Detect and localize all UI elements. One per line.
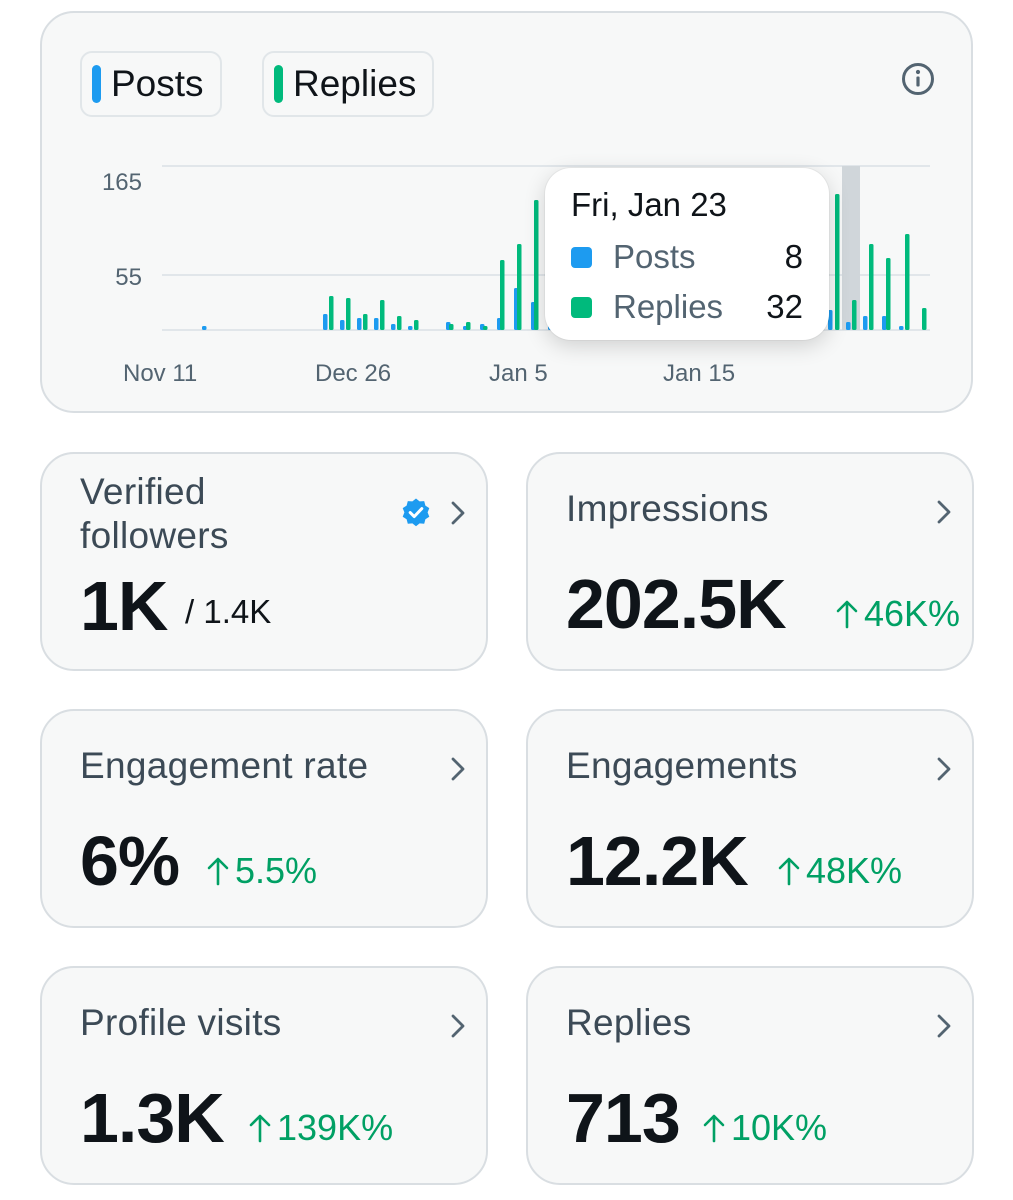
replies-delta: 10K%	[703, 1107, 827, 1149]
posts-bar	[391, 324, 396, 330]
tooltip-replies-value: 32	[766, 288, 803, 325]
x-tick-label: Jan 5	[489, 360, 548, 387]
hover-band	[842, 166, 860, 330]
engagements-delta-value: 48K%	[806, 850, 903, 891]
engagement-rate-title: Engagement rate	[80, 745, 369, 786]
replies-bar	[483, 326, 488, 330]
chevron-right-icon[interactable]	[934, 498, 954, 526]
chevron-right-icon[interactable]	[934, 755, 954, 783]
replies-title: Replies	[566, 1002, 692, 1043]
replies-bar	[466, 322, 471, 330]
replies-color-swatch	[274, 65, 283, 103]
arrow-up-icon	[836, 600, 858, 629]
x-tick-label: Jan 15	[663, 360, 735, 387]
engagement-rate-delta: 5.5%	[207, 850, 317, 892]
engagements-title: Engagements	[566, 745, 798, 786]
posts-bar	[323, 314, 328, 330]
impressions-value: 202.5K	[566, 565, 787, 643]
replies-bar	[922, 308, 927, 330]
replies-delta-value: 10K%	[731, 1107, 828, 1148]
chevron-right-icon[interactable]	[934, 1012, 954, 1040]
posts-color-swatch	[92, 65, 101, 103]
replies-bar	[380, 300, 385, 330]
info-circle-icon[interactable]	[900, 61, 936, 97]
replies-bar	[500, 260, 505, 330]
posts-bar	[340, 320, 345, 330]
bar-chart: 165 55 Nov 11 Dec 26 Jan 5 Jan 15	[102, 165, 930, 387]
engagement-rate-value: 6%	[80, 822, 180, 900]
verified-badge-icon	[402, 498, 430, 527]
replies-bar	[835, 194, 840, 330]
replies-bar	[329, 296, 334, 330]
posts-bar	[374, 318, 379, 330]
tooltip-row-replies: Replies 32	[571, 288, 803, 328]
x-tick-label: Dec 26	[315, 360, 391, 387]
replies-bar	[363, 314, 368, 330]
engagements-card[interactable]: Engagements 12.2K 48K%	[526, 709, 974, 928]
posts-bar	[863, 316, 868, 330]
replies-bar	[397, 316, 402, 330]
verified-followers-card[interactable]: Verified followers 1K / 1.4K	[40, 452, 488, 671]
verified-followers-total: / 1.4K	[185, 593, 272, 630]
legend-replies-toggle[interactable]: Replies	[262, 51, 434, 117]
profile-visits-value: 1.3K	[80, 1079, 225, 1157]
posts-bar	[357, 318, 362, 330]
replies-card[interactable]: Replies 713 10K%	[526, 966, 974, 1185]
activity-chart-card: Posts Replies 165 55 Nov 11 Dec 26 Jan 5 Jan…	[40, 11, 973, 413]
arrow-up-icon	[207, 857, 229, 886]
verified-followers-value: 1K	[80, 567, 168, 645]
posts-bar	[828, 310, 833, 330]
legend-replies-label: Replies	[293, 63, 417, 104]
y-tick-label: 55	[115, 264, 142, 291]
arrow-up-icon	[703, 1114, 725, 1143]
impressions-delta-value: 46K%	[864, 593, 961, 634]
tooltip-posts-swatch	[571, 247, 592, 268]
tooltip-replies-label: Replies	[613, 288, 724, 325]
profile-visits-title: Profile visits	[80, 1002, 282, 1043]
replies-bar	[449, 324, 454, 330]
y-tick-label: 165	[102, 169, 142, 196]
posts-bar	[202, 326, 207, 330]
replies-bar	[886, 258, 891, 330]
replies-bar	[414, 320, 419, 330]
chart-tooltip: Fri, Jan 23 Posts 8 Replies 32	[545, 168, 829, 340]
posts-bar	[408, 326, 413, 330]
replies-bar	[534, 200, 539, 330]
tooltip-posts-value: 8	[784, 238, 803, 275]
replies-bar	[346, 298, 351, 330]
replies-bar	[517, 244, 522, 330]
posts-bar	[846, 322, 851, 330]
replies-bar	[852, 300, 857, 330]
impressions-card[interactable]: Impressions 202.5K 46K%	[526, 452, 974, 671]
arrow-up-icon	[249, 1114, 271, 1143]
replies-bar	[869, 244, 874, 330]
profile-visits-card[interactable]: Profile visits 1.3K 139K%	[40, 966, 488, 1185]
verified-followers-title: Verified followers	[80, 470, 229, 558]
verified-title-line1: Verified	[80, 471, 206, 512]
engagements-value: 12.2K	[566, 822, 749, 900]
tooltip-replies-swatch	[571, 297, 592, 318]
tooltip-posts-label: Posts	[613, 238, 696, 275]
posts-bar	[882, 316, 887, 330]
x-tick-label: Nov 11	[123, 360, 197, 387]
chevron-right-icon[interactable]	[448, 755, 468, 783]
engagement-rate-delta-value: 5.5%	[235, 850, 318, 891]
engagement-rate-card[interactable]: Engagement rate 6% 5.5%	[40, 709, 488, 928]
impressions-delta: 46K%	[836, 593, 960, 635]
profile-visits-delta: 139K%	[249, 1107, 393, 1149]
tooltip-row-posts: Posts 8	[571, 238, 803, 278]
legend-posts-toggle[interactable]: Posts	[80, 51, 222, 117]
chevron-right-icon[interactable]	[448, 499, 468, 527]
legend-posts-label: Posts	[111, 63, 204, 104]
replies-value: 713	[566, 1079, 681, 1157]
verified-title-line2: followers	[80, 515, 229, 556]
replies-bar	[905, 234, 910, 330]
posts-bar	[899, 326, 904, 330]
tooltip-date: Fri, Jan 23	[571, 186, 727, 223]
chevron-right-icon[interactable]	[448, 1012, 468, 1040]
impressions-title: Impressions	[566, 488, 769, 529]
engagements-delta: 48K%	[778, 850, 902, 892]
arrow-up-icon	[778, 857, 800, 886]
profile-visits-delta-value: 139K%	[277, 1107, 394, 1148]
